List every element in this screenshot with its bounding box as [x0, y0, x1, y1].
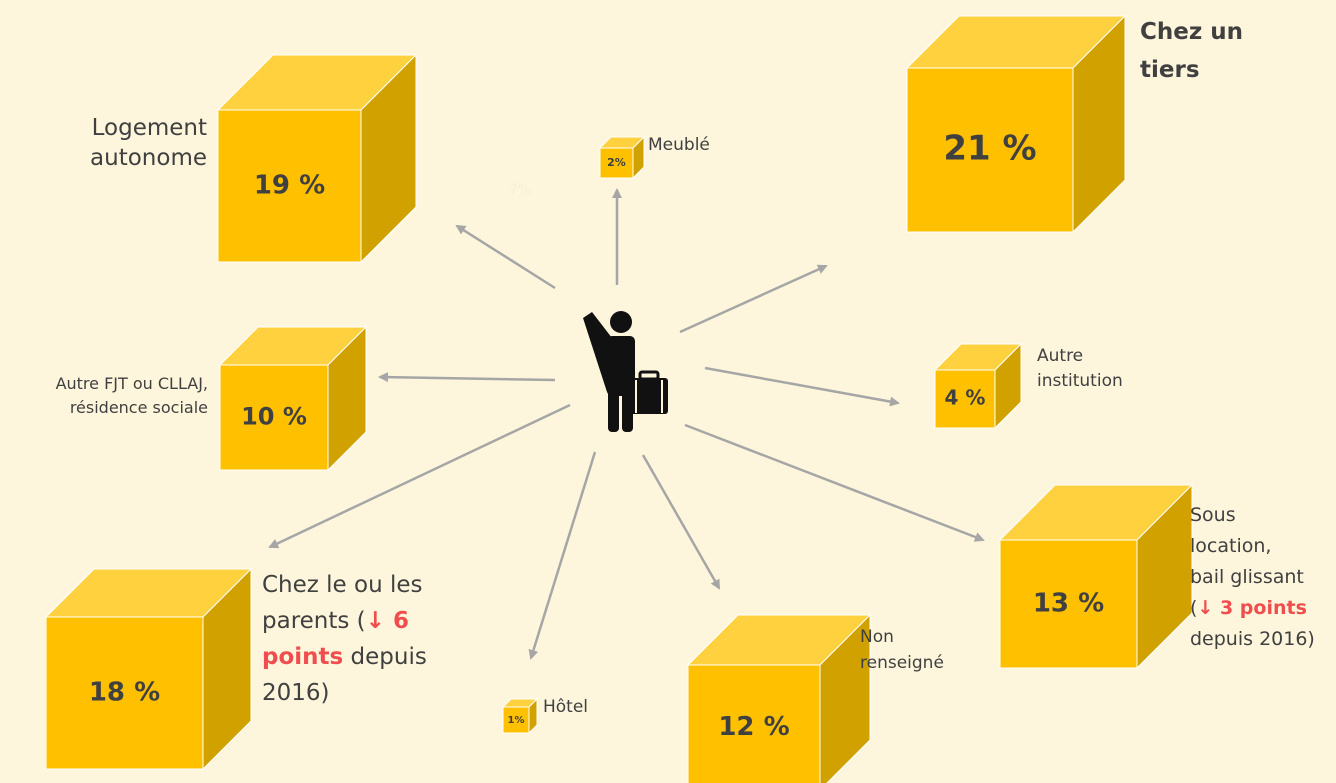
cube-value: 13 % — [1033, 589, 1104, 619]
label-text: autonome — [90, 145, 207, 171]
node-label: Sous — [1190, 504, 1236, 526]
label-text: Sous — [1190, 504, 1236, 526]
label-text: Chez le ou les — [262, 572, 423, 598]
node-label: (↓ 3 points — [1190, 597, 1307, 619]
node-label: 2016) — [262, 680, 330, 706]
node-label: points depuis — [262, 644, 427, 670]
label-text: Autre — [1037, 346, 1083, 366]
node-label: Chez un — [1140, 19, 1243, 45]
node-label: Chez le ou les — [262, 572, 423, 598]
label-text: depuis 2016) — [1190, 628, 1315, 650]
label-text: Autre FJT ou CLLAJ, — [56, 374, 208, 393]
label-emphasis: ↓ 3 points — [1197, 597, 1306, 619]
cube-value: 10 % — [241, 403, 307, 431]
label-text: location, — [1190, 535, 1271, 557]
label-text: Hôtel — [543, 697, 588, 717]
label-text: bail glissant — [1190, 566, 1304, 588]
cube-value: 2% — [607, 156, 626, 169]
node-label: Autre FJT ou CLLAJ, — [56, 374, 208, 393]
label-text: Non — [860, 627, 894, 647]
cube-value: 1% — [508, 715, 525, 726]
label-emphasis: ↓ 6 — [366, 608, 409, 634]
node-label: institution — [1037, 371, 1123, 391]
cube-value: 12 % — [718, 712, 789, 742]
node-label: location, — [1190, 535, 1271, 557]
label-text: Logement — [92, 115, 207, 141]
label-text: institution — [1037, 371, 1123, 391]
stray-label: 7% — [509, 182, 531, 198]
node-label: Hôtel — [543, 697, 588, 717]
cube-value: 4 % — [945, 386, 986, 410]
cube-value: 18 % — [89, 678, 160, 708]
label-text: résidence sociale — [70, 398, 208, 417]
node-label: depuis 2016) — [1190, 628, 1315, 650]
label-emphasis: points — [262, 644, 343, 670]
label-text: renseigné — [860, 653, 944, 673]
node-label: renseigné — [860, 653, 944, 673]
node-label: bail glissant — [1190, 566, 1304, 588]
label-text: parents ( — [262, 608, 366, 634]
node-label: Autre — [1037, 346, 1083, 366]
label-text: 2016) — [262, 680, 330, 706]
node-label: tiers — [1140, 57, 1200, 83]
infographic: 7% 19 % Logement autonome 21 % Chez un tiers 2… — [0, 0, 1336, 783]
label-text: tiers — [1140, 57, 1200, 83]
node-label: Meublé — [648, 135, 710, 155]
cube-value: 21 % — [943, 129, 1036, 169]
node-label: résidence sociale — [70, 398, 208, 417]
label-text: Meublé — [648, 135, 710, 155]
label-text: ( — [1190, 597, 1197, 619]
node-label: Logement — [92, 115, 207, 141]
cube-value: 19 % — [254, 171, 325, 201]
node-label: parents (↓ 6 — [262, 608, 409, 634]
node-label: autonome — [90, 145, 207, 171]
label-text: Chez un — [1140, 19, 1243, 45]
label-text: depuis — [343, 644, 427, 670]
node-label: Non — [860, 627, 894, 647]
